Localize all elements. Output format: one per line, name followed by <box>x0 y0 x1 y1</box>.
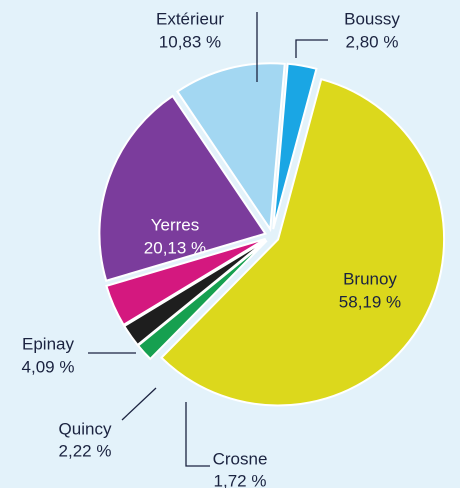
slice-label: Extérieur <box>156 9 224 28</box>
slice-label: Epinay <box>22 334 74 353</box>
leader-line <box>295 39 328 58</box>
slice-label: Crosne <box>213 449 268 468</box>
slice-label: Quincy <box>59 419 112 438</box>
slice <box>272 62 318 230</box>
slice-value: 2,80 % <box>346 32 399 51</box>
leader-line <box>185 402 210 467</box>
slice <box>105 237 267 327</box>
slice-value: 1,72 % <box>214 471 267 488</box>
slice-label: Brunoy <box>343 269 397 288</box>
slice-label: Boussy <box>344 9 400 28</box>
slice-label: Yerres <box>151 215 200 234</box>
slice-value: 58,19 % <box>339 292 401 311</box>
slice-value: 10,83 % <box>159 32 221 51</box>
slices <box>98 62 446 407</box>
slice <box>160 77 446 407</box>
leader-line <box>121 387 157 421</box>
slice-value: 4,09 % <box>22 357 75 376</box>
slice-value: 20,13 % <box>144 238 206 257</box>
slice <box>98 94 268 282</box>
slice-value: 2,22 % <box>59 441 112 460</box>
slice <box>122 239 267 347</box>
slice <box>176 62 286 233</box>
